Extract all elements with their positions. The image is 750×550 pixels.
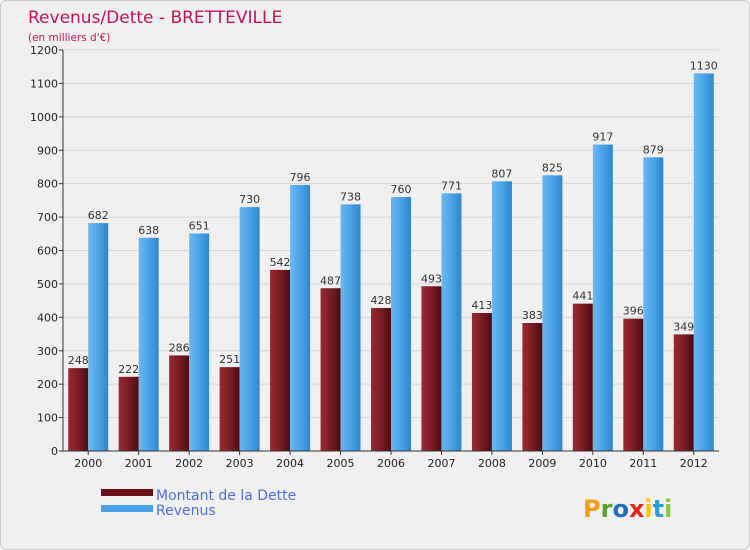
x-tick-label: 2001 [125, 457, 153, 470]
y-tick-label: 400 [37, 311, 58, 324]
value-label-debt: 383 [522, 309, 543, 322]
value-label-revenus: 638 [138, 224, 159, 237]
x-tick-label: 2003 [226, 457, 254, 470]
value-label-revenus: 730 [239, 193, 260, 206]
y-tick-label: 900 [37, 144, 58, 157]
value-label-debt: 251 [219, 353, 240, 366]
x-tick-label: 2006 [377, 457, 405, 470]
x-tick-label: 2008 [478, 457, 506, 470]
value-label-revenus: 682 [88, 209, 109, 222]
y-tick-label: 100 [37, 412, 58, 425]
x-tick-label: 2009 [528, 457, 556, 470]
bar-revenus [643, 157, 664, 451]
bar-revenus [441, 193, 462, 452]
bar-revenus [340, 204, 361, 451]
y-tick-label: 0 [51, 445, 58, 458]
x-tick-label: 2011 [629, 457, 657, 470]
bars: 248 682 222 638 286 651 251 730 542 796 487 738 428 7… [68, 59, 718, 452]
value-label-debt: 493 [421, 272, 442, 285]
x-tick-label: 2007 [427, 457, 455, 470]
logo-letter: x [629, 495, 645, 523]
bar-debt [673, 334, 694, 451]
value-label-debt: 286 [169, 341, 190, 354]
value-label-debt: 428 [371, 294, 392, 307]
value-label-revenus: 825 [542, 161, 563, 174]
value-label-revenus: 917 [592, 131, 613, 144]
chart-subtitle: (en milliers d'€) [28, 32, 110, 44]
bar-revenus [290, 185, 311, 451]
value-label-debt: 487 [320, 274, 341, 287]
bar-revenus [88, 223, 109, 451]
y-tick-label: 800 [37, 178, 58, 191]
y-tick-label: 600 [37, 245, 58, 258]
value-label-debt: 349 [673, 320, 694, 333]
value-label-revenus: 879 [643, 143, 664, 156]
x-tick-label: 2004 [276, 457, 304, 470]
legend: Montant de la Dette Revenus [101, 488, 296, 519]
legend-swatch-debt [101, 489, 153, 496]
logo-letter: i [664, 495, 672, 523]
bar-revenus [592, 144, 613, 452]
value-label-debt: 413 [471, 299, 492, 312]
bar-revenus [391, 197, 411, 451]
value-label-revenus: 738 [340, 190, 361, 203]
y-tick-label: 300 [37, 345, 58, 358]
bar-debt [421, 286, 442, 451]
y-tick-label: 200 [37, 378, 58, 391]
legend-swatch-revenus [101, 505, 153, 512]
bar-debt [471, 312, 492, 451]
bar-debt [68, 368, 89, 451]
bar-debt [572, 303, 593, 451]
value-label-debt: 542 [270, 256, 291, 269]
value-label-debt: 396 [623, 305, 644, 318]
bar-revenus [693, 73, 714, 452]
value-label-revenus: 807 [491, 167, 512, 180]
bar-debt [371, 307, 391, 451]
y-tick-label: 500 [37, 278, 58, 291]
bar-debt [270, 269, 291, 451]
bar-revenus [239, 207, 260, 451]
logo-letter: o [612, 495, 629, 523]
y-tick-label: 1200 [30, 44, 58, 57]
y-tick-label: 1000 [30, 111, 58, 124]
y-axis-ticks: 0 100 200 300 400 500 600 700 800 900 1000 1100 1200 [30, 44, 63, 458]
x-tick-label: 2010 [579, 457, 607, 470]
proxiti-logo: Proxiti [583, 495, 672, 523]
bar-debt [320, 288, 341, 451]
value-label-revenus: 796 [290, 171, 311, 184]
bar-debt [522, 323, 543, 451]
legend-label-debt: Montant de la Dette [156, 488, 296, 504]
x-tick-label: 2005 [327, 457, 355, 470]
logo-letter: P [583, 495, 601, 523]
value-label-revenus: 771 [441, 179, 462, 192]
x-tick-label: 2012 [680, 457, 708, 470]
value-label-debt: 222 [118, 363, 139, 376]
legend-label-revenus: Revenus [156, 503, 216, 519]
bar-revenus [491, 181, 512, 451]
x-tick-label: 2002 [175, 457, 203, 470]
logo-letter: i [644, 495, 652, 523]
bar-debt [118, 376, 139, 451]
x-tick-label: 2000 [74, 457, 102, 470]
chart-title: Revenus/Dette - BRETTEVILLE [28, 8, 282, 28]
x-axis-ticks: 2000 2001 2002 2003 2004 2005 2006 2007 2008 2009… [74, 451, 708, 470]
value-label-revenus: 1130 [690, 59, 718, 72]
bar-revenus [542, 175, 563, 451]
bar-revenus [138, 237, 159, 451]
bar-debt [169, 355, 190, 451]
logo-letter: r [601, 495, 613, 523]
bar-debt [623, 318, 644, 451]
bar-debt [219, 367, 240, 451]
value-label-revenus: 760 [391, 183, 412, 196]
logo-letter: t [653, 495, 664, 523]
y-tick-label: 1100 [30, 77, 58, 90]
bar-revenus [189, 233, 210, 451]
value-label-debt: 248 [68, 354, 89, 367]
value-label-revenus: 651 [189, 219, 210, 232]
y-tick-label: 700 [37, 211, 58, 224]
value-label-debt: 441 [572, 290, 593, 303]
